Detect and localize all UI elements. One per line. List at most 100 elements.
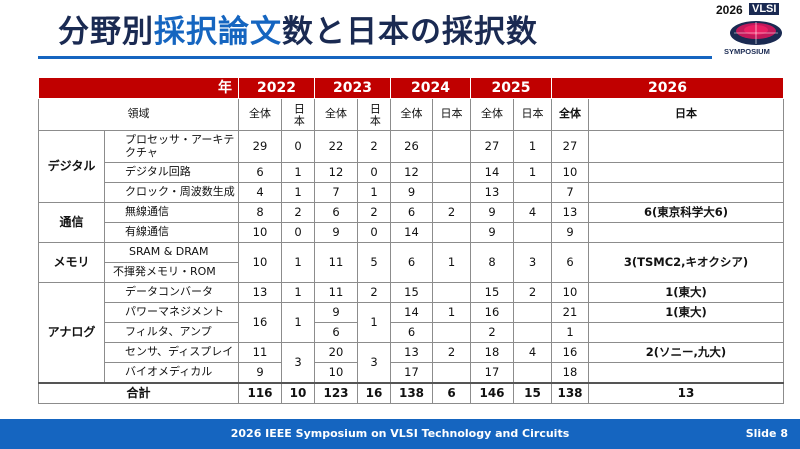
slide-title: 分野別採択論文数と日本の採択数 — [58, 6, 538, 51]
table-cell: 16 — [470, 302, 514, 323]
table-cell: 1 — [357, 182, 391, 203]
table-cell: 10 — [314, 362, 358, 384]
table-cell: 11 — [314, 282, 358, 303]
chip-logo-icon — [730, 21, 782, 45]
table-cell: 3 — [513, 242, 552, 283]
col-jp-2024: 日本 — [432, 98, 471, 131]
table-row: 不揮発メモリ・ROM — [39, 262, 784, 283]
year-2024: 2024 — [390, 77, 471, 99]
field-label: センサ、ディスプレイ — [104, 342, 239, 363]
table-cell — [588, 182, 784, 203]
table-cell: 138 — [390, 382, 433, 404]
table-cell: 7 — [551, 182, 589, 203]
table-cell: 4 — [238, 182, 282, 203]
table-cell: 0 — [281, 130, 315, 163]
field-label: 有線通信 — [104, 222, 239, 243]
table-row: 有線通信 10 0 9 0 14 9 9 — [39, 222, 784, 243]
table-row: センサ、ディスプレイ 11 3 20 3 13 2 18 4 16 2(ソニー,… — [39, 342, 784, 384]
table-cell: 4 — [513, 342, 552, 363]
subheader-row: 領域 全体 日本 全体 日本 全体 日本 全体 日本 全体 日本 — [38, 98, 784, 131]
table-cell — [432, 282, 471, 303]
table-cell: 6 — [314, 202, 358, 223]
year-label: 年 — [38, 77, 239, 99]
field-label: デジタル回路 — [104, 162, 239, 183]
table-row: 通信 無線通信 8 2 6 2 6 2 9 4 13 6(東京科学大6) — [38, 202, 784, 243]
table-cell: 138 — [551, 382, 589, 404]
table-cell — [513, 222, 552, 243]
table-cell: 1 — [281, 242, 315, 283]
table-row: パワーマネジメント 16 1 9 1 14 1 16 21 1(東大) — [39, 302, 784, 343]
table-cell: 21 — [551, 302, 589, 323]
table-cell: 16 — [357, 382, 391, 404]
table-cell: 14 — [470, 162, 514, 183]
table-cell: 9 — [470, 202, 514, 223]
table-cell: 8 — [238, 202, 282, 223]
table-cell: 0 — [357, 222, 391, 243]
field-label: 無線通信 — [104, 202, 239, 223]
table-row: バイオメディカル 9 10 17 17 18 — [39, 362, 784, 384]
table-cell: 10 — [238, 222, 282, 243]
table-cell: 27 — [551, 130, 589, 163]
table-cell: 10 — [551, 282, 589, 303]
table-cell: 6 — [238, 162, 282, 183]
table-cell: 9 — [551, 222, 589, 243]
table-cell: 10 — [551, 162, 589, 183]
table-cell: 146 — [470, 382, 514, 404]
year-2022: 2022 — [238, 77, 315, 99]
table-cell: 13 — [588, 382, 784, 404]
footer-text: 2026 IEEE Symposium on VLSI Technology a… — [230, 427, 570, 440]
table-cell — [432, 162, 471, 183]
table-cell: 2 — [281, 202, 315, 223]
table-cell: 3(TSMC2,キオクシア) — [588, 242, 784, 283]
table-cell — [588, 222, 784, 243]
logo-name: VLSI — [749, 3, 780, 15]
col-all-2026: 全体 — [551, 98, 589, 131]
category-comm: 通信 — [38, 202, 105, 243]
table-cell: 1 — [281, 162, 315, 183]
table-cell: 7 — [314, 182, 358, 203]
table-cell: 1 — [281, 282, 315, 303]
table-cell: 6 — [390, 242, 433, 283]
table-cell: 17 — [470, 362, 514, 384]
table-cell: 0 — [281, 222, 315, 243]
vlsi-symposium-logo: 2026 VLSI SYMPOSIUM — [716, 3, 796, 59]
domain-label: 領域 — [38, 98, 239, 131]
table-cell: 18 — [551, 362, 589, 384]
table-cell: 5 — [357, 242, 391, 283]
table-cell: 3 — [281, 342, 315, 384]
field-label: プロセッサ・アーキテクチャ — [104, 130, 239, 163]
table-cell: 13 — [551, 202, 589, 223]
table-row: メモリ SRAM & DRAM 10 1 11 5 6 1 8 3 6 3(TS… — [38, 242, 784, 283]
category-analog: アナログ — [38, 282, 105, 384]
col-jp-2023: 日本 — [357, 98, 391, 131]
table-cell: 9 — [390, 182, 433, 203]
table-row: フィルタ、アンプ 6 6 2 1 — [39, 322, 784, 343]
table-cell: 1 — [551, 322, 589, 343]
table-cell: 8 — [470, 242, 514, 283]
year-2023: 2023 — [314, 77, 391, 99]
table-cell: 15 — [390, 282, 433, 303]
slide-number: Slide 8 — [745, 427, 788, 440]
field-label: 不揮発メモリ・ROM — [104, 262, 239, 283]
table-cell: 116 — [238, 382, 282, 404]
table-cell: 1 — [513, 162, 552, 183]
table-cell: 13 — [238, 282, 282, 303]
table-cell — [432, 362, 471, 384]
table-cell: 2 — [513, 282, 552, 303]
table-cell: 2 — [432, 202, 471, 223]
table-row: デジタル回路 6 1 12 0 12 14 1 10 — [39, 162, 784, 183]
table-cell — [513, 182, 552, 203]
table-cell: 1 — [281, 182, 315, 203]
table-row: デジタル プロセッサ・アーキテクチャ 29 0 22 2 26 27 1 27 — [38, 130, 784, 203]
total-row: 合計 116 10 123 16 138 6 146 15 138 13 — [38, 382, 784, 404]
table-cell: 6 — [390, 322, 433, 343]
table-cell: 9 — [470, 222, 514, 243]
category-memory: メモリ — [38, 242, 105, 283]
accepted-papers-table: 年 2022 2023 2024 2025 2026 領域 全体 日本 全体 日… — [38, 77, 784, 404]
col-all-2023: 全体 — [314, 98, 358, 131]
table-cell — [513, 362, 552, 384]
table-cell: 6 — [432, 382, 471, 404]
table-cell: 1(東大) — [588, 282, 784, 303]
table-cell: 2 — [432, 342, 471, 363]
category-digital: デジタル — [38, 130, 105, 203]
